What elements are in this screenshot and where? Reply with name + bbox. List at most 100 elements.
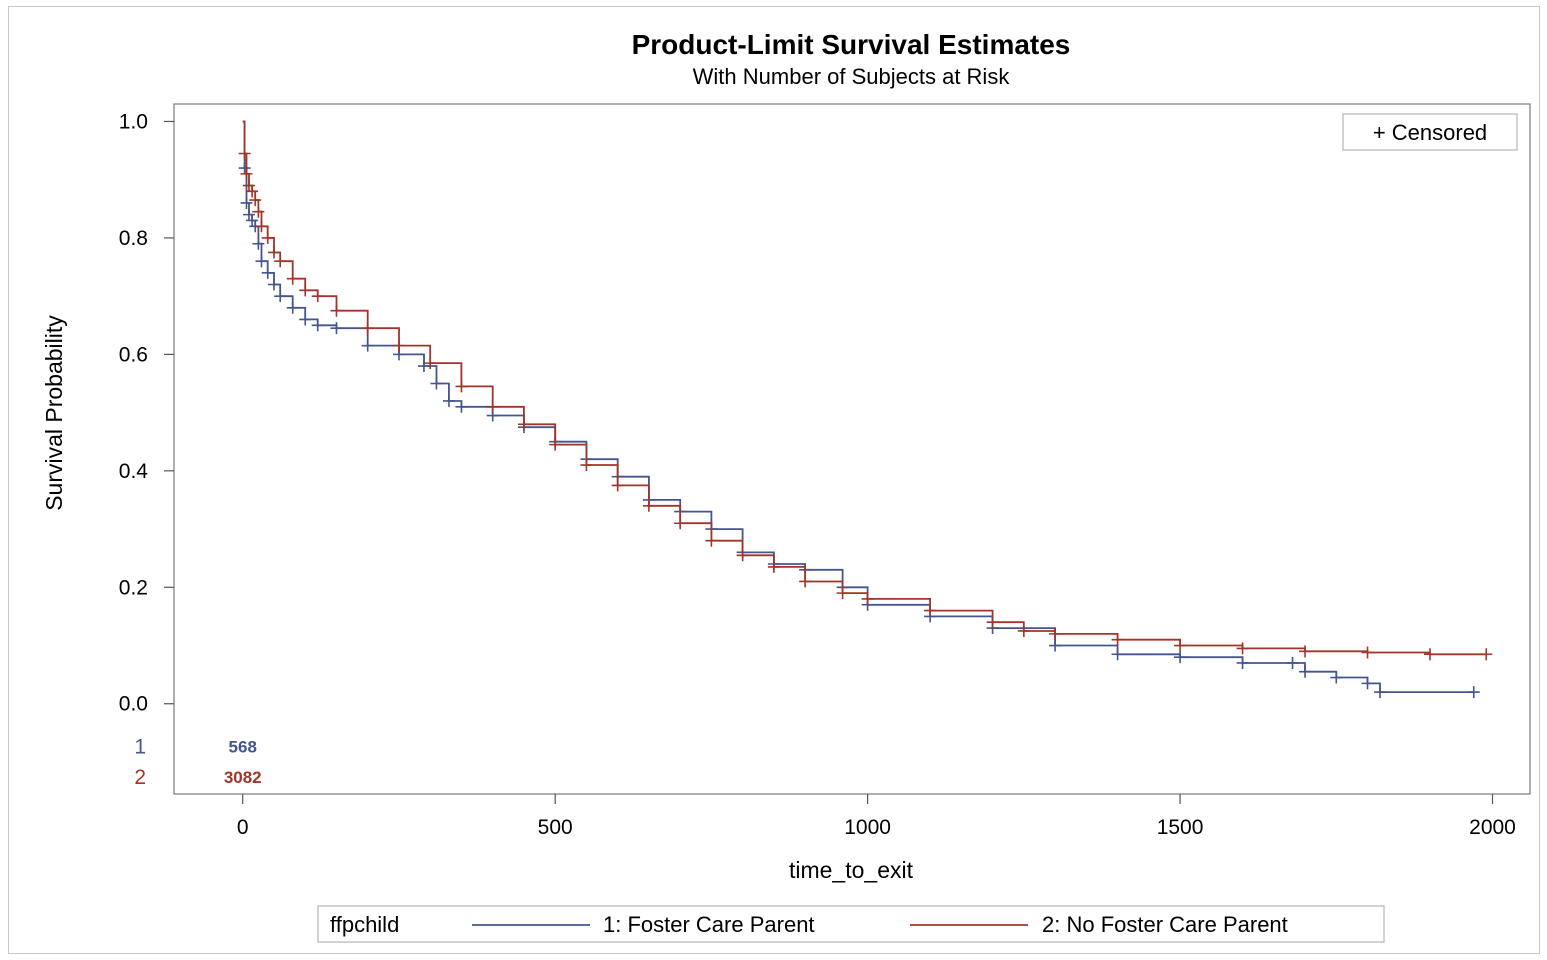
- censor-mark-1: [246, 214, 259, 227]
- y-tick-label: 0.2: [119, 576, 148, 599]
- censor-mark-1: [430, 377, 443, 390]
- at-risk-value: 568: [229, 738, 257, 757]
- censor-mark-2: [1424, 648, 1437, 661]
- censor-mark-2: [836, 587, 849, 600]
- censor-mark-1: [417, 360, 430, 373]
- censor-mark-1: [286, 301, 299, 314]
- censored-legend-box: [1342, 113, 1518, 151]
- at-risk-value: 3082: [224, 768, 262, 787]
- censor-mark-1: [455, 400, 468, 413]
- censor-mark-1: [261, 266, 274, 279]
- censor-mark-2: [1299, 645, 1312, 658]
- censor-mark-2: [674, 517, 687, 530]
- censor-mark-1: [238, 162, 251, 175]
- plot-area: [173, 103, 1531, 795]
- censor-mark-2: [286, 272, 299, 285]
- censor-mark-2: [242, 179, 255, 192]
- censor-mark-2: [611, 479, 624, 492]
- x-tick-label: 500: [538, 816, 573, 839]
- censor-mark-2: [246, 185, 259, 198]
- censor-mark-2: [580, 459, 593, 472]
- censor-mark-2: [238, 147, 251, 160]
- censor-mark-2: [261, 231, 274, 244]
- censor-mark-1: [1361, 677, 1374, 690]
- series-layer: [238, 120, 1493, 699]
- censor-mark-1: [252, 237, 265, 250]
- censor-mark-1: [1111, 648, 1124, 661]
- censor-mark-2: [517, 418, 530, 431]
- x-tick-label: 2000: [1469, 816, 1516, 839]
- censor-mark-1: [1236, 656, 1249, 669]
- censor-mark-2: [799, 575, 812, 588]
- censored-legend-label: + Censored: [1373, 120, 1487, 145]
- censor-mark-1: [1330, 671, 1343, 684]
- censor-mark-1: [240, 196, 253, 209]
- censor-mark-2: [705, 534, 718, 547]
- censor-mark-1: [442, 394, 455, 407]
- at-risk-table: 1 568 2 3082: [134, 736, 261, 789]
- censor-mark-2: [1361, 646, 1374, 659]
- censor-mark-2: [299, 284, 312, 297]
- censor-mark-1: [330, 322, 343, 335]
- censor-mark-1: [255, 255, 268, 268]
- censor-mark-2: [249, 194, 262, 207]
- censor-mark-1: [299, 313, 312, 326]
- censor-mark-2: [311, 290, 324, 303]
- y-tick-label: 1.0: [119, 110, 148, 133]
- censor-mark-2: [1017, 624, 1030, 637]
- censor-mark-1: [267, 278, 280, 291]
- legend-box: [317, 905, 1385, 943]
- censor-mark-2: [1480, 648, 1493, 661]
- censor-mark-1: [242, 208, 255, 221]
- y-tick-label: 0.8: [119, 227, 148, 250]
- censor-mark-2: [486, 400, 499, 413]
- censor-mark-2: [255, 220, 268, 233]
- censor-mark-2: [861, 592, 874, 605]
- chart-title: Product-Limit Survival Estimates: [632, 29, 1071, 60]
- x-tick-label: 1000: [844, 816, 891, 839]
- censor-mark-1: [1467, 686, 1480, 699]
- censor-mark-2: [274, 255, 287, 268]
- censor-mark-2: [240, 167, 253, 180]
- censor-mark-2: [1174, 639, 1187, 652]
- censor-mark-1: [1374, 686, 1387, 699]
- censor-mark-2: [424, 357, 437, 370]
- censor-mark-1: [1174, 651, 1187, 664]
- chart-subtitle: With Number of Subjects at Risk: [693, 64, 1011, 89]
- x-tick-label: 1500: [1157, 816, 1204, 839]
- censor-mark-2: [1236, 642, 1249, 655]
- censor-mark-1: [1299, 665, 1312, 678]
- y-tick-label: 0.4: [119, 460, 149, 483]
- censor-mark-2: [1049, 627, 1062, 640]
- y-tick-label: 0.0: [119, 693, 148, 716]
- at-risk-row-label: 1: [134, 736, 146, 759]
- y-tick-label: 0.6: [119, 343, 148, 366]
- x-axis-label: time_to_exit: [789, 857, 914, 883]
- censor-mark-2: [736, 549, 749, 562]
- censor-mark-2: [267, 246, 280, 259]
- legend-title: ffpchild: [330, 912, 399, 937]
- censor-mark-1: [274, 290, 287, 303]
- chart-frame: [8, 6, 1540, 954]
- censor-mark-2: [642, 499, 655, 512]
- censor-mark-2: [361, 322, 374, 335]
- censor-mark-1: [361, 339, 374, 352]
- censor-mark-2: [252, 205, 265, 218]
- censor-mark-2: [330, 304, 343, 317]
- censor-mark-1: [1049, 639, 1062, 652]
- x-axis: 0 500 1000 1500 2000: [237, 794, 1516, 839]
- at-risk-row-label: 2: [134, 766, 146, 789]
- x-tick-label: 0: [237, 816, 249, 839]
- legend-label-1: 1: Foster Care Parent: [603, 912, 815, 937]
- censor-mark-1: [1286, 656, 1299, 669]
- censor-mark-2: [1111, 633, 1124, 646]
- censor-mark-2: [767, 560, 780, 573]
- censor-mark-2: [392, 339, 405, 352]
- censor-mark-1: [311, 319, 324, 332]
- y-axis-label: Survival Probability: [41, 315, 67, 511]
- censor-mark-2: [986, 616, 999, 629]
- censor-mark-2: [924, 604, 937, 617]
- censor-mark-2: [549, 438, 562, 451]
